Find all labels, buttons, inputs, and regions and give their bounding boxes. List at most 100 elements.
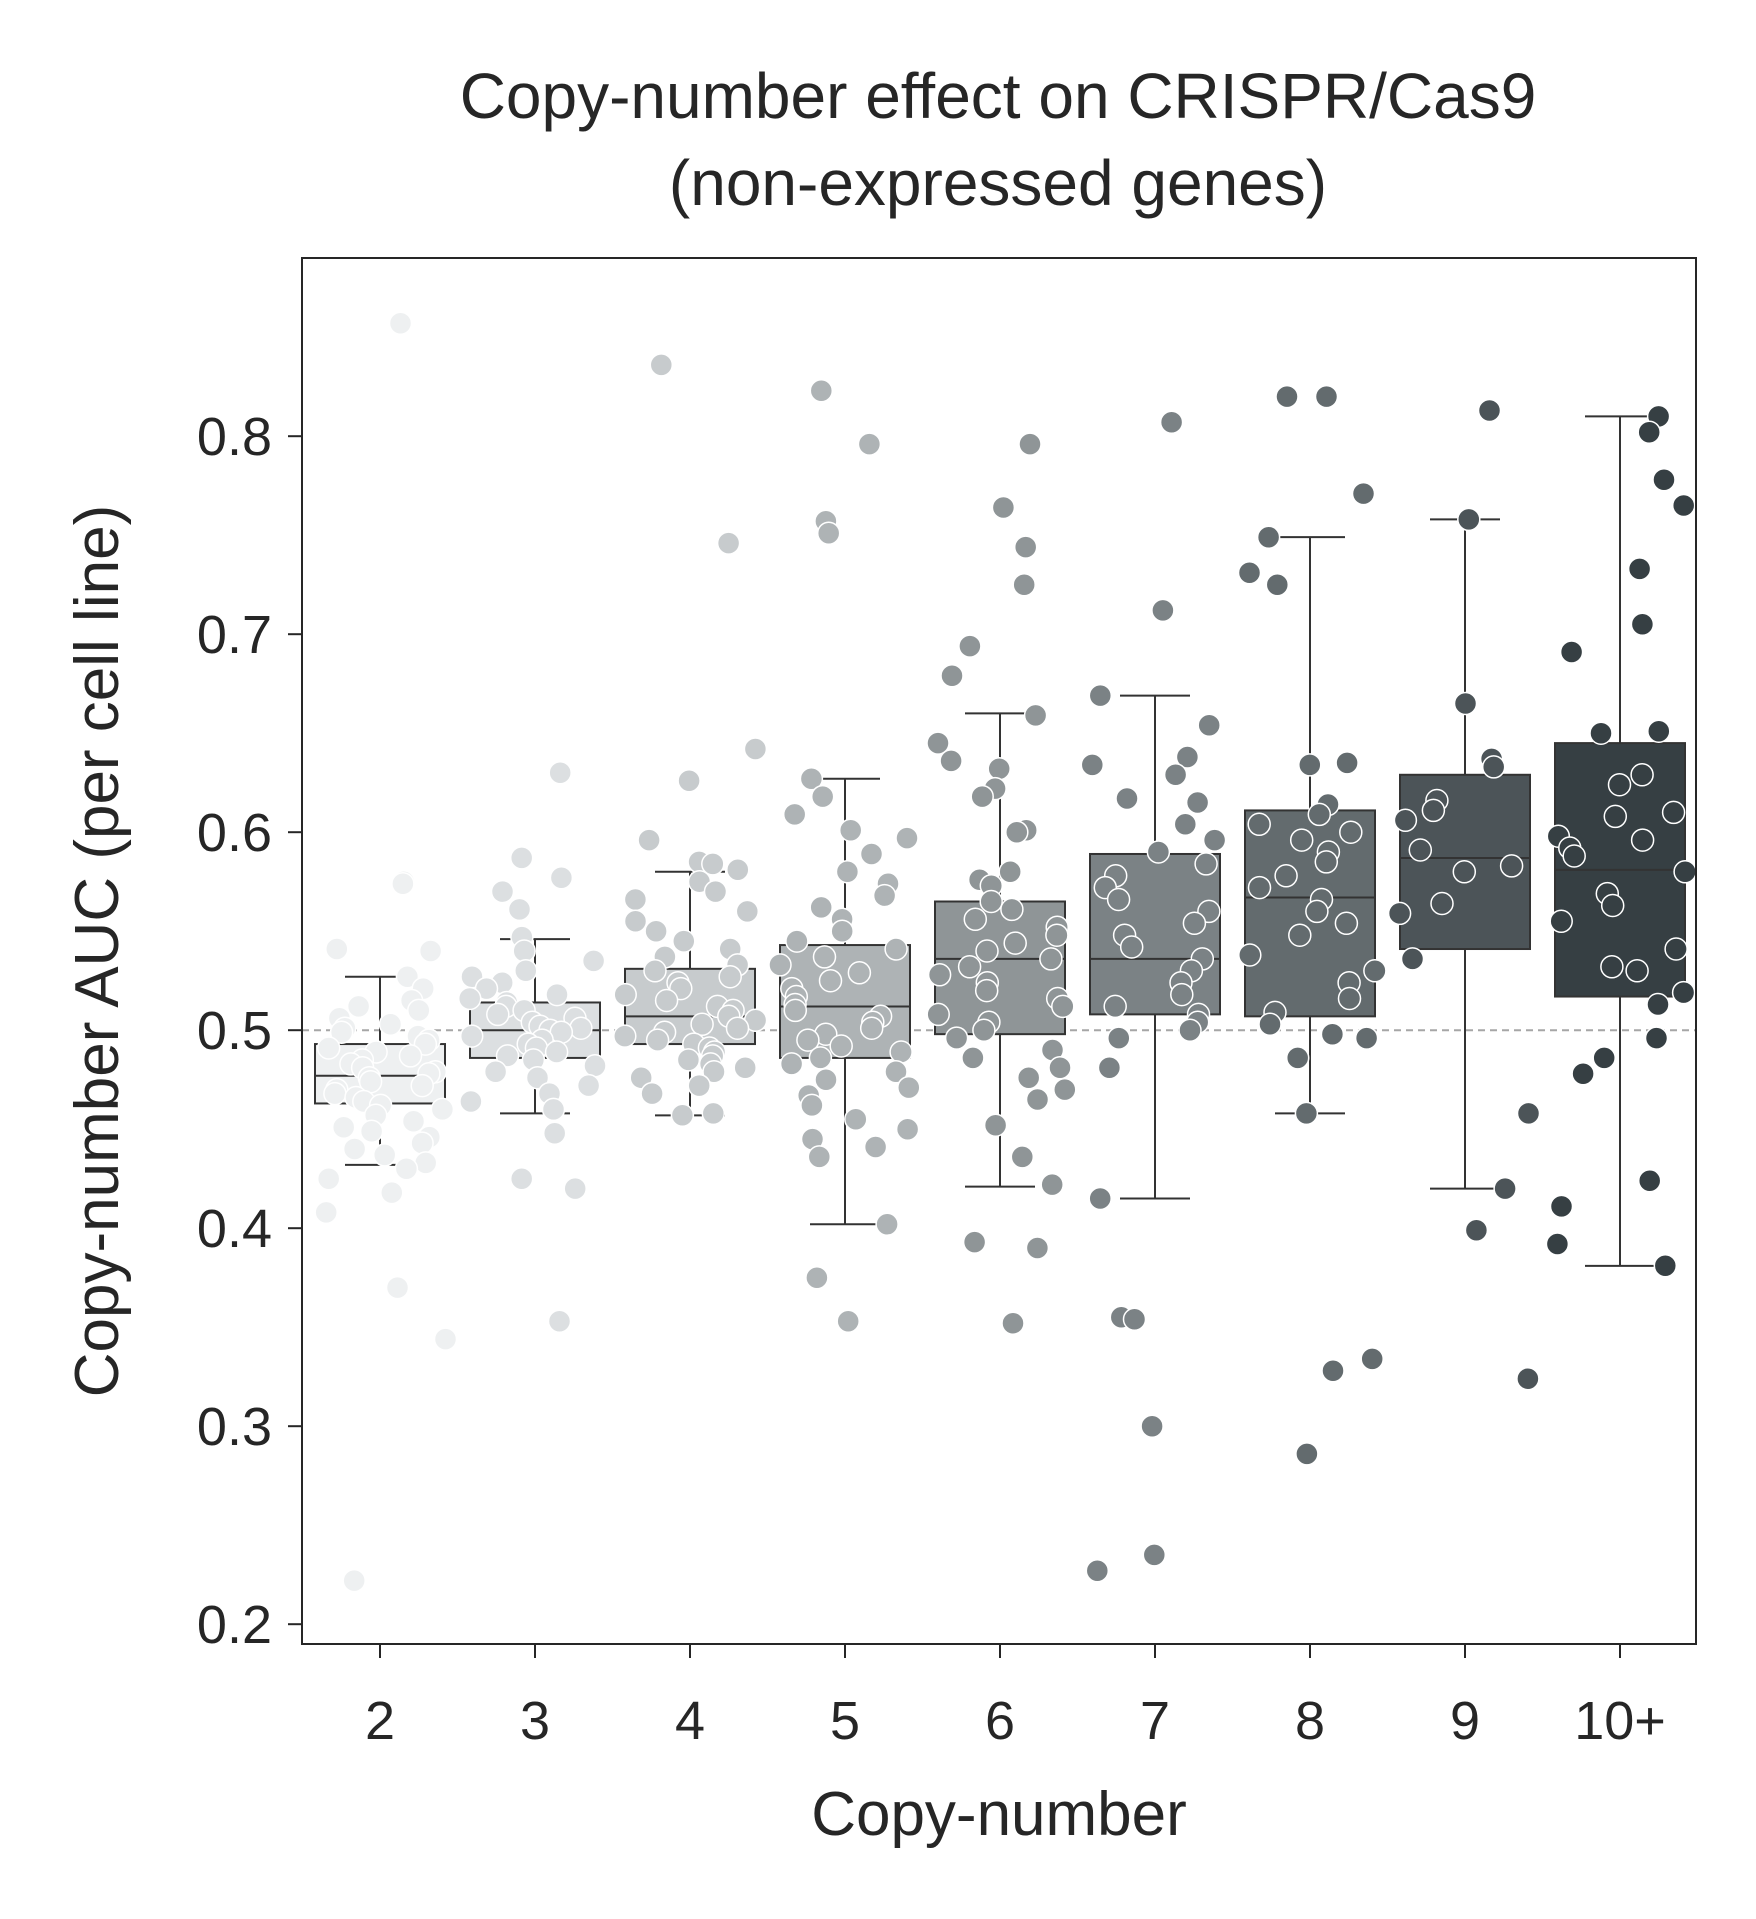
- data-point: [544, 1040, 569, 1064]
- data-point: [805, 1265, 829, 1290]
- data-point: [1647, 719, 1671, 743]
- data-point: [391, 871, 415, 896]
- data-point: [810, 784, 835, 809]
- points-5: [768, 378, 921, 1334]
- y-tick-label: 0.8: [197, 407, 272, 467]
- data-point: [378, 1012, 403, 1037]
- data-point: [342, 1137, 367, 1161]
- data-point: [1337, 986, 1362, 1011]
- data-point: [1247, 812, 1271, 837]
- box-7: [1089, 694, 1221, 1200]
- data-point: [1545, 1232, 1570, 1256]
- data-point: [987, 757, 1011, 781]
- data-point: [1516, 1366, 1540, 1391]
- data-point: [1010, 1145, 1035, 1169]
- data-point: [1088, 1186, 1112, 1211]
- data-point: [495, 1044, 520, 1068]
- data-point: [808, 1046, 833, 1070]
- data-point: [1202, 828, 1227, 852]
- data-point: [1000, 897, 1024, 922]
- data-point: [926, 1002, 950, 1027]
- data-point: [316, 1036, 341, 1060]
- data-point: [509, 1166, 534, 1191]
- data-point: [962, 1230, 987, 1254]
- data-point: [718, 964, 742, 989]
- data-point: [1589, 721, 1613, 745]
- data-point: [701, 1101, 726, 1126]
- y-axis-label: Copy-number AUC (per cell line): [63, 505, 132, 1397]
- data-point: [1400, 947, 1425, 971]
- data-point: [1175, 745, 1200, 769]
- data-point: [1671, 980, 1696, 1005]
- data-point: [1334, 911, 1359, 936]
- data-point: [1335, 751, 1359, 775]
- data-point: [702, 1060, 726, 1084]
- data-point: [1295, 1442, 1319, 1466]
- data-point: [1140, 1414, 1164, 1438]
- data-point: [1673, 860, 1697, 884]
- data-point: [1464, 1218, 1489, 1242]
- axes: 0.2 0.3 0.4 0.5 0.6 0.7 0.8 2 3 4 5 6 7 8 9 10+: [197, 407, 1666, 1751]
- data-point: [1664, 937, 1688, 961]
- data-point: [926, 731, 950, 755]
- data-point: [583, 1054, 607, 1078]
- data-point: [1603, 804, 1628, 829]
- data-point: [800, 1093, 824, 1118]
- data-point: [581, 949, 606, 973]
- data-point: [829, 1034, 853, 1058]
- data-point: [859, 1016, 884, 1040]
- data-point: [872, 883, 897, 908]
- x-tick-label: 6: [985, 1691, 1015, 1751]
- points-3: [457, 761, 607, 1334]
- data-point: [1661, 800, 1686, 825]
- data-point: [1051, 994, 1075, 1019]
- plot-area: [302, 311, 1697, 1593]
- data-point: [1499, 854, 1524, 878]
- data-point: [643, 959, 667, 983]
- x-tick-label: 4: [675, 1691, 705, 1751]
- data-point: [410, 1131, 434, 1155]
- data-point: [807, 1145, 832, 1169]
- data-point: [726, 858, 750, 882]
- data-point: [961, 1046, 985, 1070]
- data-point: [1170, 982, 1194, 1007]
- data-point: [1559, 640, 1584, 664]
- data-point: [342, 1568, 366, 1593]
- points-7: [1080, 410, 1227, 1583]
- data-point: [1354, 1026, 1379, 1050]
- data-point: [884, 1060, 908, 1084]
- data-point: [676, 1048, 701, 1072]
- data-point: [1265, 572, 1290, 597]
- data-point: [430, 1097, 455, 1122]
- data-point: [1080, 753, 1105, 777]
- data-point: [857, 432, 882, 456]
- data-point: [1039, 947, 1063, 971]
- data-point: [1045, 923, 1069, 947]
- data-point: [1360, 1347, 1384, 1371]
- points-8: [1237, 384, 1387, 1466]
- data-point: [1185, 790, 1210, 815]
- data-point: [457, 986, 482, 1011]
- data-point: [716, 531, 741, 555]
- data-point: [331, 1115, 356, 1139]
- data-point: [1453, 691, 1478, 716]
- data-point: [569, 1016, 593, 1040]
- data-point: [847, 961, 872, 985]
- data-point: [1016, 1065, 1041, 1090]
- data-point: [325, 937, 349, 961]
- data-point: [514, 959, 538, 983]
- data-point: [1305, 899, 1329, 924]
- data-point: [836, 1309, 860, 1334]
- points-2: [314, 311, 458, 1593]
- data-point: [830, 919, 854, 943]
- data-point: [1387, 901, 1412, 926]
- data-point: [779, 1052, 804, 1076]
- data-point: [1600, 955, 1624, 979]
- data-point: [623, 887, 648, 912]
- data-point: [957, 955, 982, 979]
- x-tick-label: 9: [1450, 1691, 1480, 1751]
- data-point: [940, 664, 964, 688]
- x-tick-label: 10+: [1574, 1691, 1666, 1751]
